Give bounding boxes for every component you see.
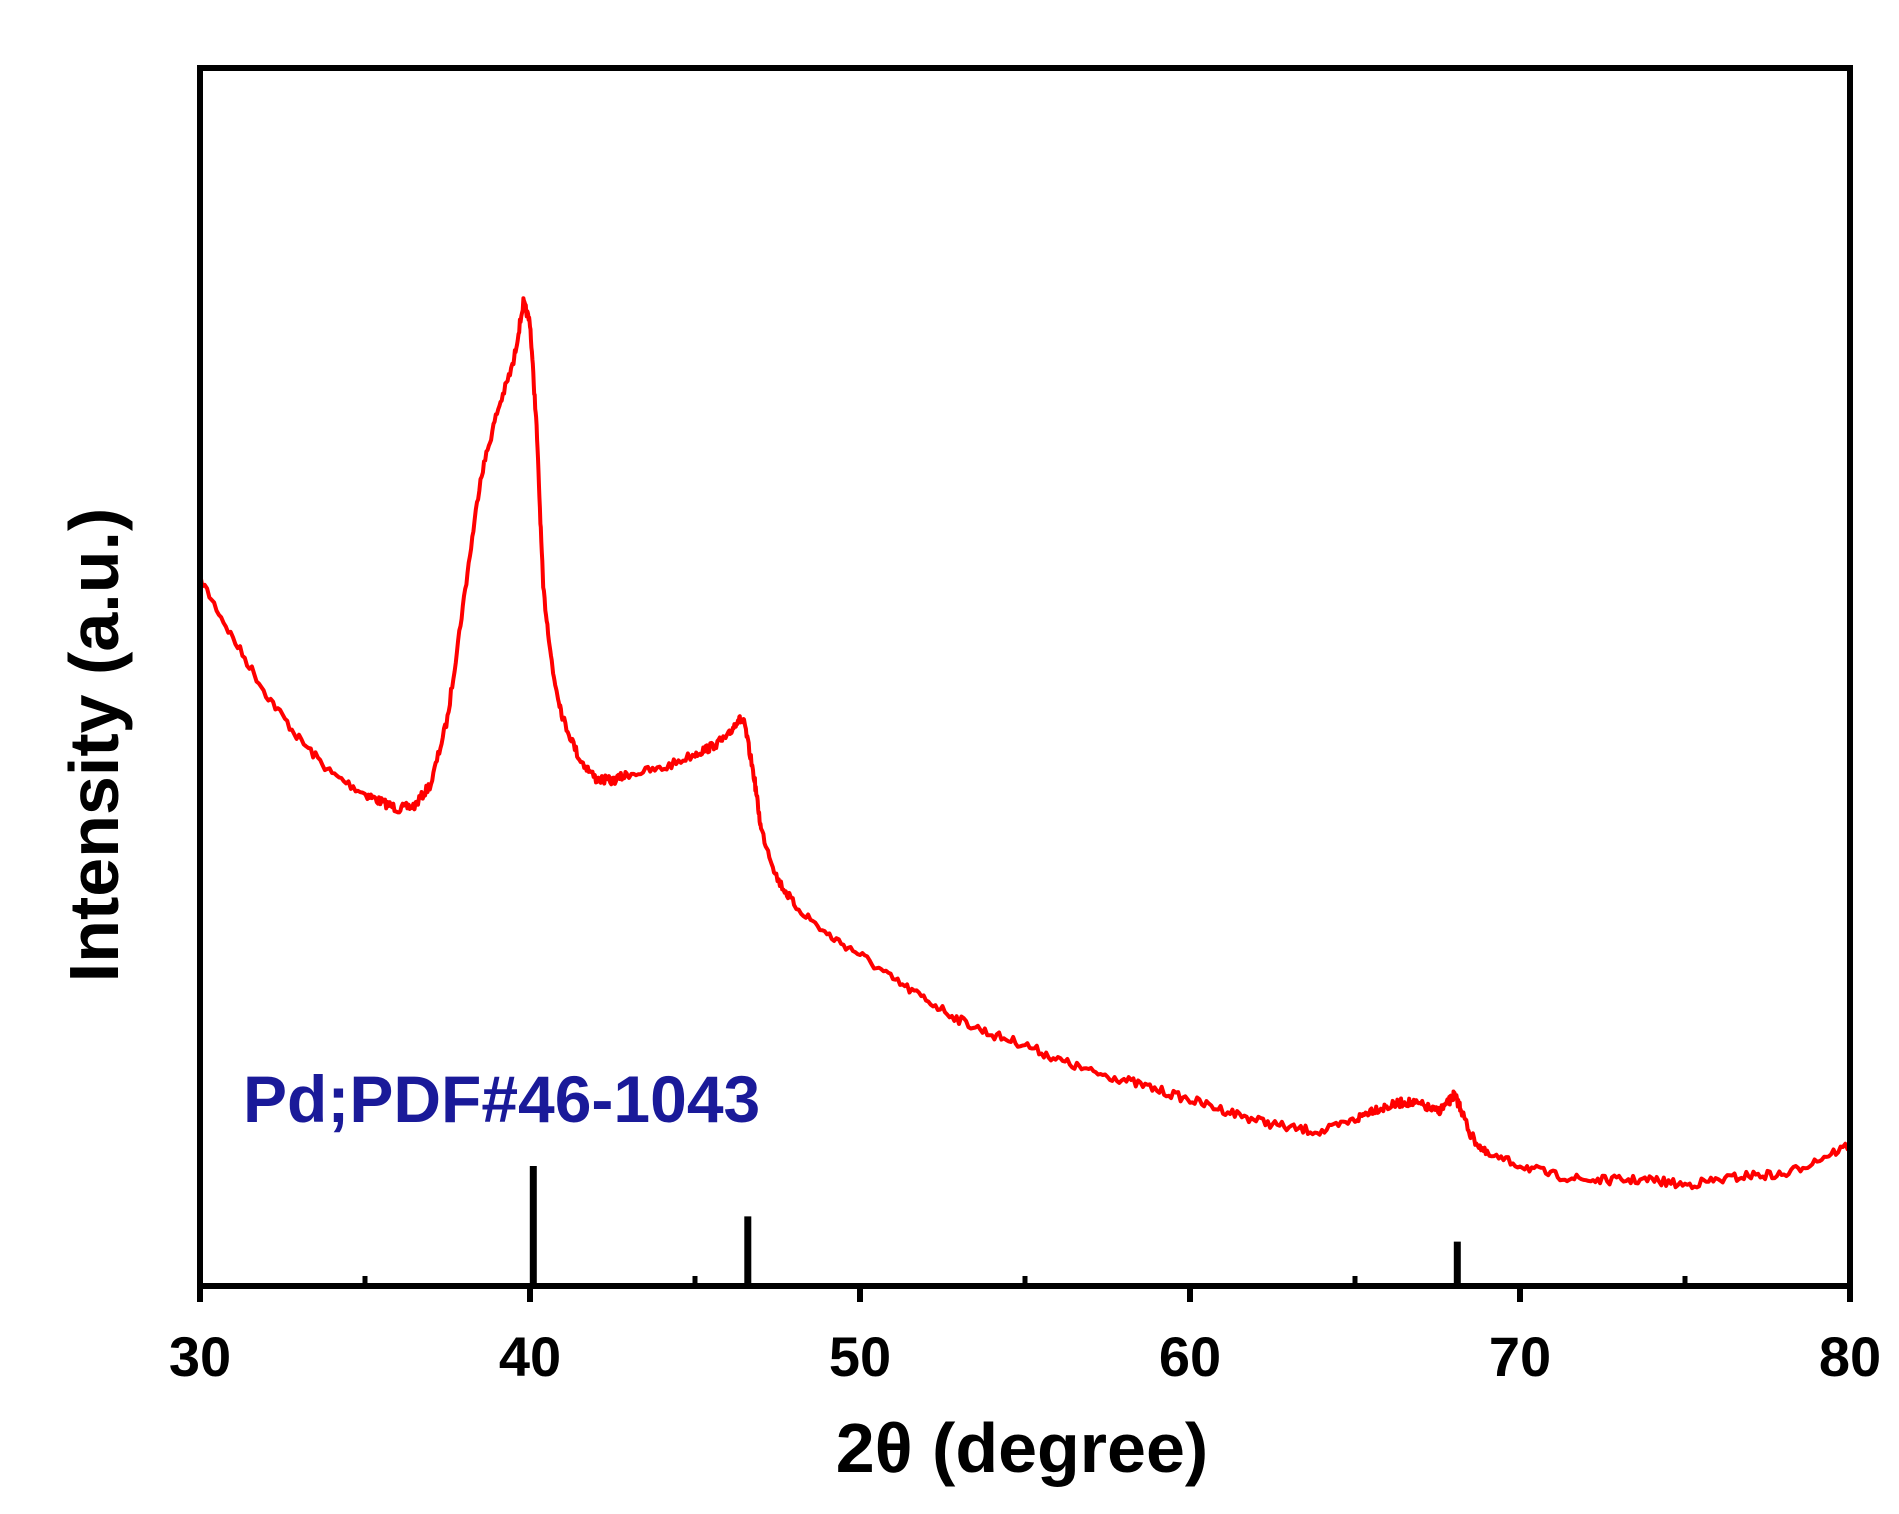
x-tick-label-60: 60 (1159, 1325, 1221, 1388)
x-tick-label-80: 80 (1819, 1325, 1881, 1388)
y-axis-title: Intensity (a.u.) (55, 508, 133, 982)
x-tick-label-70: 70 (1489, 1325, 1551, 1388)
x-axis-title: 2θ (degree) (836, 1409, 1208, 1487)
x-axis-ticks (197, 1276, 1853, 1302)
x-tick-label-30: 30 (169, 1325, 231, 1388)
reference-pattern-label: Pd;PDF#46-1043 (243, 1062, 760, 1136)
x-tick-label-50: 50 (829, 1325, 891, 1388)
x-tick-label-40: 40 (499, 1325, 561, 1388)
series-line-xrd-pattern (198, 296, 1852, 1191)
x-axis-tick-labels: 30 40 50 60 70 80 (169, 1325, 1881, 1388)
reference-lines (529, 1166, 1461, 1286)
